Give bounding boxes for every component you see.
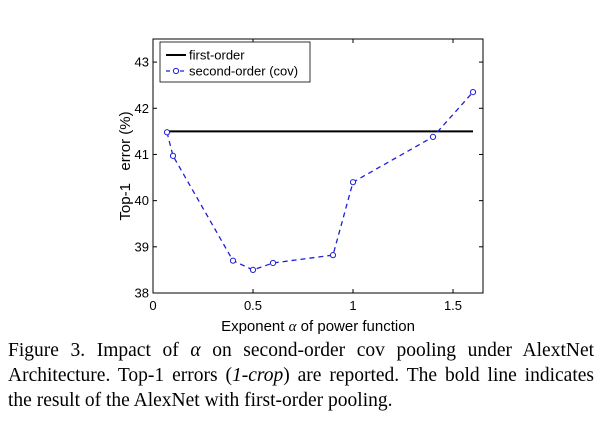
y-axis-label: Top-1 error (%)	[117, 111, 134, 220]
y-tick-label: 38	[135, 286, 149, 301]
data-point	[229, 257, 237, 264]
data-point	[249, 266, 257, 274]
series-line-second-order	[166, 91, 474, 271]
data-point	[349, 179, 357, 186]
x-tick-label: 1	[349, 298, 356, 313]
caption-italic: 1-crop	[231, 365, 284, 386]
y-tick-label: 41	[135, 147, 149, 162]
y-tick-label: 39	[135, 239, 149, 254]
data-point	[269, 259, 277, 267]
line-chart: 0 0.5 1 1.5 38 39 40 41 42 43 first-order second-…	[117, 38, 484, 335]
series-layer	[163, 89, 477, 274]
legend-label-second-order: second-order (cov)	[189, 64, 298, 79]
plot-frame	[152, 38, 484, 294]
caption-symbol: α	[190, 340, 201, 361]
x-axis-label: Exponent α of power function	[221, 318, 415, 335]
axis-ticks: 0 0.5 1 1.5 38 39 40 41 42 43	[135, 39, 483, 313]
figure-caption: Figure 3. Impact of α on second-order co…	[8, 338, 594, 413]
chart-legend: first-order second-order (cov)	[159, 41, 311, 83]
data-point	[163, 129, 171, 136]
data-point	[329, 252, 337, 259]
x-tick-label: 0.5	[244, 298, 262, 313]
caption-middle: on second-order cov pooling under AlextN…	[8, 340, 595, 386]
x-axis-label-symbol: α	[289, 319, 298, 335]
caption-prefix: Figure 3. Impact of	[8, 340, 179, 361]
x-tick-label: 1.5	[444, 298, 462, 313]
y-tick-label: 42	[135, 101, 149, 116]
legend-box	[159, 41, 311, 83]
y-tick-label: 43	[135, 55, 149, 70]
legend-marker-second-order	[172, 67, 180, 75]
y-tick-label: 40	[135, 193, 149, 208]
x-tick-label: 0	[149, 298, 156, 313]
data-point	[469, 89, 477, 96]
legend-label-first-order: first-order	[189, 48, 245, 63]
caption-suffix: ) are reported. The bold line indicates …	[8, 365, 594, 411]
data-point	[169, 152, 177, 159]
data-point	[429, 133, 437, 141]
